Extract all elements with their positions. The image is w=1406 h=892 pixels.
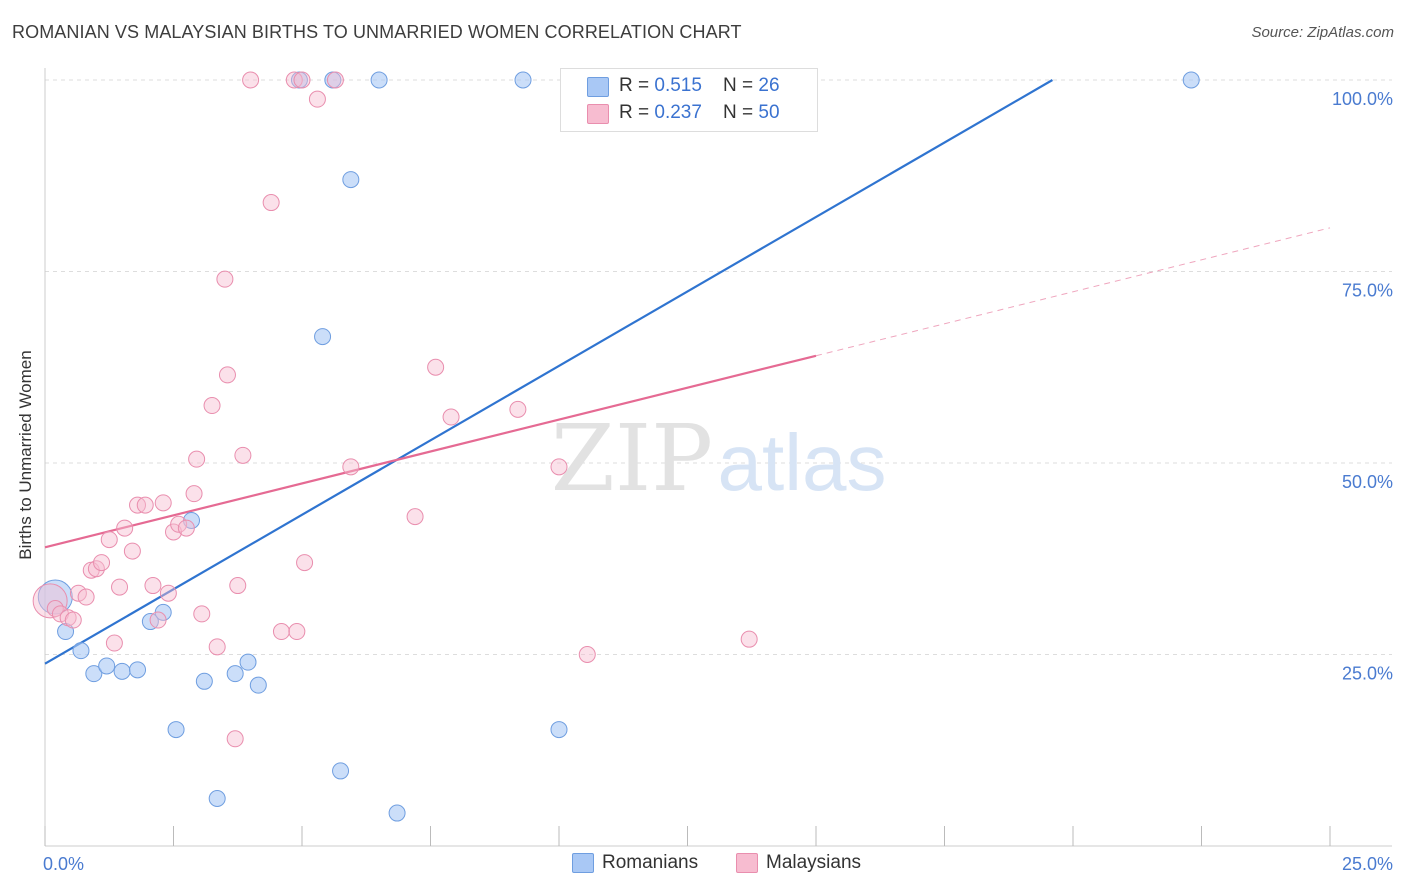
legend-r-value: 0.237 — [654, 102, 702, 123]
source-label: Source: ZipAtlas.com — [1251, 24, 1394, 41]
romanian-trend-line — [44, 79, 1053, 665]
malaysian-point — [203, 397, 221, 415]
watermark: ZIP atlas — [551, 405, 887, 512]
malaysian-point — [116, 519, 134, 537]
x-tick-label-max: 25.0% — [1342, 854, 1393, 874]
malaysian-point — [308, 90, 326, 108]
malaysian-point — [149, 611, 167, 629]
malaysian-point — [234, 446, 252, 464]
malaysian-point — [442, 408, 460, 426]
x-tick-label-min: 0.0% — [43, 854, 84, 874]
romanian-point — [98, 657, 116, 675]
romanian-point — [167, 721, 185, 739]
y-tick-label: 50.0% — [1342, 472, 1393, 492]
legend-swatch-blue — [587, 77, 609, 97]
romanian-point — [342, 171, 360, 189]
trend-lines — [44, 79, 1331, 665]
malaysian-point — [123, 542, 141, 560]
malaysian-trend-line — [44, 354, 817, 549]
malaysian-point — [154, 494, 172, 512]
malaysian-point — [296, 554, 314, 572]
malaysian-point — [262, 194, 280, 212]
axes — [44, 68, 1392, 847]
malaysian-point — [216, 270, 234, 288]
malaysian-point — [208, 638, 226, 656]
malaysian-point — [32, 583, 68, 619]
legend-swatch-pink — [587, 104, 609, 124]
malaysian-point — [509, 400, 527, 418]
malaysian-point — [272, 623, 290, 641]
romanian-point — [37, 579, 73, 615]
romanian-point — [113, 662, 131, 680]
romanian-point — [370, 71, 388, 89]
y-tick-label: 100.0% — [1332, 89, 1393, 109]
malaysian-point — [242, 71, 260, 89]
legend-n-value: 50 — [758, 102, 780, 123]
legend-r-value: 0.515 — [654, 75, 702, 96]
malaysian-point — [342, 458, 360, 476]
legend-n-label: N = — [723, 102, 759, 123]
malaysian-point — [550, 458, 568, 476]
bottom-legend-swatch-pink — [736, 853, 758, 873]
malaysian-point — [159, 584, 177, 602]
romanian-point — [72, 642, 90, 660]
malaysian-point — [218, 366, 236, 384]
romanian-point — [514, 71, 532, 89]
malaysian-point — [64, 611, 82, 629]
malaysian-point — [185, 485, 203, 503]
malaysian-point — [293, 71, 311, 89]
bottom-legend-label: Malaysians — [766, 852, 862, 873]
malaysian-trend-extension — [815, 227, 1331, 357]
watermark-zip: ZIP — [551, 405, 713, 512]
malaysian-point — [578, 646, 596, 663]
chart-title: ROMANIAN VS MALAYSIAN BIRTHS TO UNMARRIE… — [12, 22, 742, 42]
malaysian-point — [144, 577, 162, 595]
romanian-point — [388, 804, 406, 822]
romanian-point — [226, 665, 244, 683]
watermark-atlas: atlas — [718, 418, 887, 507]
malaysian-point — [111, 578, 129, 596]
romanian-point — [314, 328, 332, 346]
legend-r-label: R = — [619, 75, 655, 96]
romanian-point — [249, 676, 267, 694]
romanian-point — [239, 653, 257, 671]
malaysian-point — [69, 584, 87, 602]
tick-labels: 25.0% 50.0% 75.0% 100.0% 0.0% 25.0% — [43, 89, 1393, 874]
romanian-point — [208, 790, 226, 808]
romanian-point — [332, 762, 350, 780]
y-tick-label: 75.0% — [1342, 281, 1393, 301]
malaysian-point — [136, 496, 154, 514]
romanian-point — [1182, 71, 1200, 89]
malaysian-point — [427, 358, 445, 376]
malaysian-point — [326, 71, 344, 89]
malaysian-point — [93, 554, 111, 572]
malaysian-point — [100, 531, 118, 549]
malaysian-point — [229, 577, 247, 595]
malaysian-point — [46, 600, 64, 618]
correlation-legend: R = 0.515 N = 26 R = 0.237 N = 50 — [560, 68, 818, 132]
legend-r-label: R = — [619, 102, 655, 123]
malaysian-point — [188, 450, 206, 468]
malaysian-point — [177, 519, 195, 537]
bottom-legend-label: Romanians — [602, 852, 699, 873]
malaysian-point — [105, 634, 123, 652]
legend-n-value: 26 — [758, 75, 780, 96]
malaysian-point — [170, 515, 188, 533]
romanian-point — [129, 661, 147, 679]
malaysian-point — [288, 623, 306, 641]
malaysian-point — [740, 630, 758, 648]
malaysian-point — [77, 588, 95, 606]
malaysian-point — [406, 508, 424, 526]
data-points — [32, 71, 1200, 822]
malaysian-point — [226, 730, 244, 748]
y-tick-label: 25.0% — [1342, 664, 1393, 684]
romanian-point — [195, 672, 213, 690]
gridlines — [45, 79, 1392, 655]
malaysian-point — [193, 605, 211, 623]
romanian-point — [85, 665, 103, 683]
legend-n-label: N = — [723, 75, 759, 96]
bottom-legend-swatch-blue — [572, 853, 594, 873]
romanian-point — [550, 721, 568, 739]
